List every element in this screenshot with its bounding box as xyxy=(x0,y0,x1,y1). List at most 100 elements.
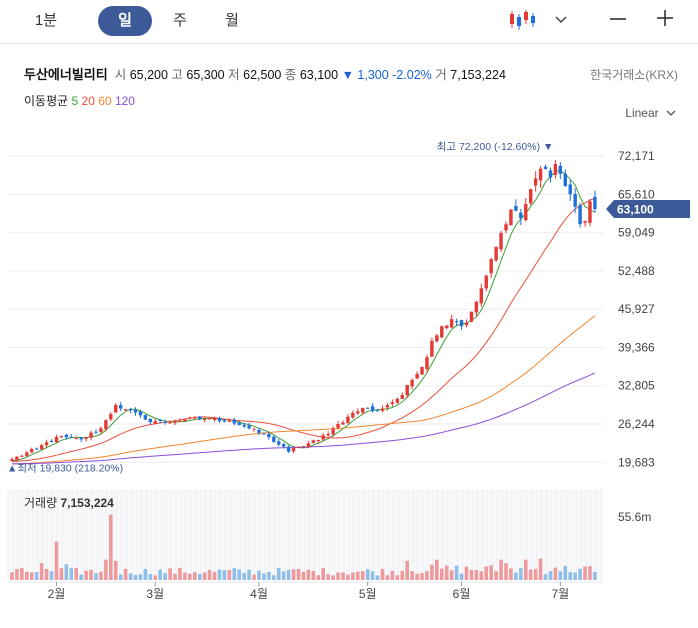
candle[interactable] xyxy=(291,446,296,454)
candle[interactable] xyxy=(79,437,83,442)
candle[interactable] xyxy=(69,434,73,438)
candle[interactable] xyxy=(390,399,395,407)
candle[interactable] xyxy=(138,409,143,419)
candle[interactable] xyxy=(163,419,167,425)
candle[interactable] xyxy=(15,456,19,462)
candle[interactable] xyxy=(133,407,138,416)
candle[interactable] xyxy=(306,441,311,449)
candle[interactable] xyxy=(262,432,266,435)
candle[interactable] xyxy=(430,337,434,358)
candle[interactable] xyxy=(173,419,177,426)
candle[interactable] xyxy=(272,435,276,444)
candle[interactable] xyxy=(183,419,187,422)
candle[interactable] xyxy=(282,442,286,449)
candle[interactable] xyxy=(44,439,49,448)
candle[interactable] xyxy=(227,418,232,423)
candle[interactable] xyxy=(232,417,236,426)
candle[interactable] xyxy=(380,405,385,413)
candle[interactable] xyxy=(198,416,202,421)
candle[interactable] xyxy=(365,407,370,409)
candle[interactable] xyxy=(104,419,108,432)
chevron-down-icon[interactable] xyxy=(554,12,568,26)
candle[interactable] xyxy=(395,397,400,404)
candle[interactable] xyxy=(321,432,325,442)
candle[interactable] xyxy=(89,430,93,441)
candle[interactable] xyxy=(202,417,207,423)
candle[interactable] xyxy=(420,366,424,375)
candle[interactable] xyxy=(148,418,153,425)
candle[interactable] xyxy=(99,426,103,435)
candle[interactable] xyxy=(30,447,34,454)
candle[interactable] xyxy=(222,418,227,423)
candle[interactable] xyxy=(459,319,464,330)
candle[interactable] xyxy=(361,407,365,415)
candle[interactable] xyxy=(489,257,493,278)
candle[interactable] xyxy=(548,167,553,183)
candle[interactable] xyxy=(400,392,404,400)
candle[interactable] xyxy=(573,188,577,214)
tab-monthly[interactable]: 월 xyxy=(225,12,239,29)
tab-weekly[interactable]: 주 xyxy=(173,12,187,29)
candle[interactable] xyxy=(519,208,523,226)
candle[interactable] xyxy=(469,311,474,323)
candle[interactable] xyxy=(114,403,118,413)
candle[interactable] xyxy=(588,199,592,227)
candle[interactable] xyxy=(128,407,133,414)
candle[interactable] xyxy=(449,314,454,328)
candle[interactable] xyxy=(252,428,256,432)
candle[interactable] xyxy=(20,454,24,458)
ma-legend[interactable]: 이동평균 5 20 60 120 xyxy=(24,92,135,109)
candle[interactable] xyxy=(454,318,459,327)
candle[interactable] xyxy=(440,325,444,339)
minus-icon[interactable] xyxy=(608,10,628,28)
candle[interactable] xyxy=(341,420,345,425)
candle[interactable] xyxy=(351,410,355,420)
candle[interactable] xyxy=(553,160,558,179)
candle[interactable] xyxy=(39,443,44,451)
candle[interactable] xyxy=(296,446,301,448)
candle[interactable] xyxy=(84,436,88,442)
candle[interactable] xyxy=(529,188,533,206)
candle[interactable] xyxy=(193,415,197,420)
candle[interactable] xyxy=(277,438,281,447)
candle[interactable] xyxy=(484,274,488,292)
candle[interactable] xyxy=(336,421,340,430)
plus-icon[interactable] xyxy=(655,8,675,28)
candle[interactable] xyxy=(346,414,350,424)
candle[interactable] xyxy=(35,447,39,450)
candle[interactable] xyxy=(375,408,380,412)
candle[interactable] xyxy=(188,416,192,420)
candle[interactable] xyxy=(49,439,54,443)
candle[interactable] xyxy=(385,402,390,411)
candle[interactable] xyxy=(533,171,538,192)
candle[interactable] xyxy=(326,431,330,438)
candle[interactable] xyxy=(464,319,469,328)
candle[interactable] xyxy=(257,427,261,436)
candle[interactable] xyxy=(247,422,251,430)
candle[interactable] xyxy=(143,414,148,420)
candle[interactable] xyxy=(123,408,128,412)
candle[interactable] xyxy=(509,209,513,226)
candle[interactable] xyxy=(109,412,113,422)
candle[interactable] xyxy=(445,325,449,330)
candle[interactable] xyxy=(563,169,567,187)
candle[interactable] xyxy=(217,416,222,424)
candle[interactable] xyxy=(435,334,439,343)
candle[interactable] xyxy=(59,435,64,439)
candle[interactable] xyxy=(568,180,572,201)
candle[interactable] xyxy=(370,402,375,413)
candle[interactable] xyxy=(301,445,306,448)
candlestick-type-icon[interactable] xyxy=(508,8,538,34)
candle[interactable] xyxy=(153,418,157,425)
candle[interactable] xyxy=(286,445,291,453)
candle[interactable] xyxy=(425,354,429,372)
tab-daily[interactable]: 일 xyxy=(98,6,152,36)
candle[interactable] xyxy=(168,420,172,424)
candle[interactable] xyxy=(356,408,360,415)
candle[interactable] xyxy=(54,434,59,443)
candle[interactable] xyxy=(207,417,212,420)
candle[interactable] xyxy=(578,202,582,228)
candle[interactable] xyxy=(331,426,335,437)
candle[interactable] xyxy=(267,431,271,440)
candle[interactable] xyxy=(25,450,29,458)
